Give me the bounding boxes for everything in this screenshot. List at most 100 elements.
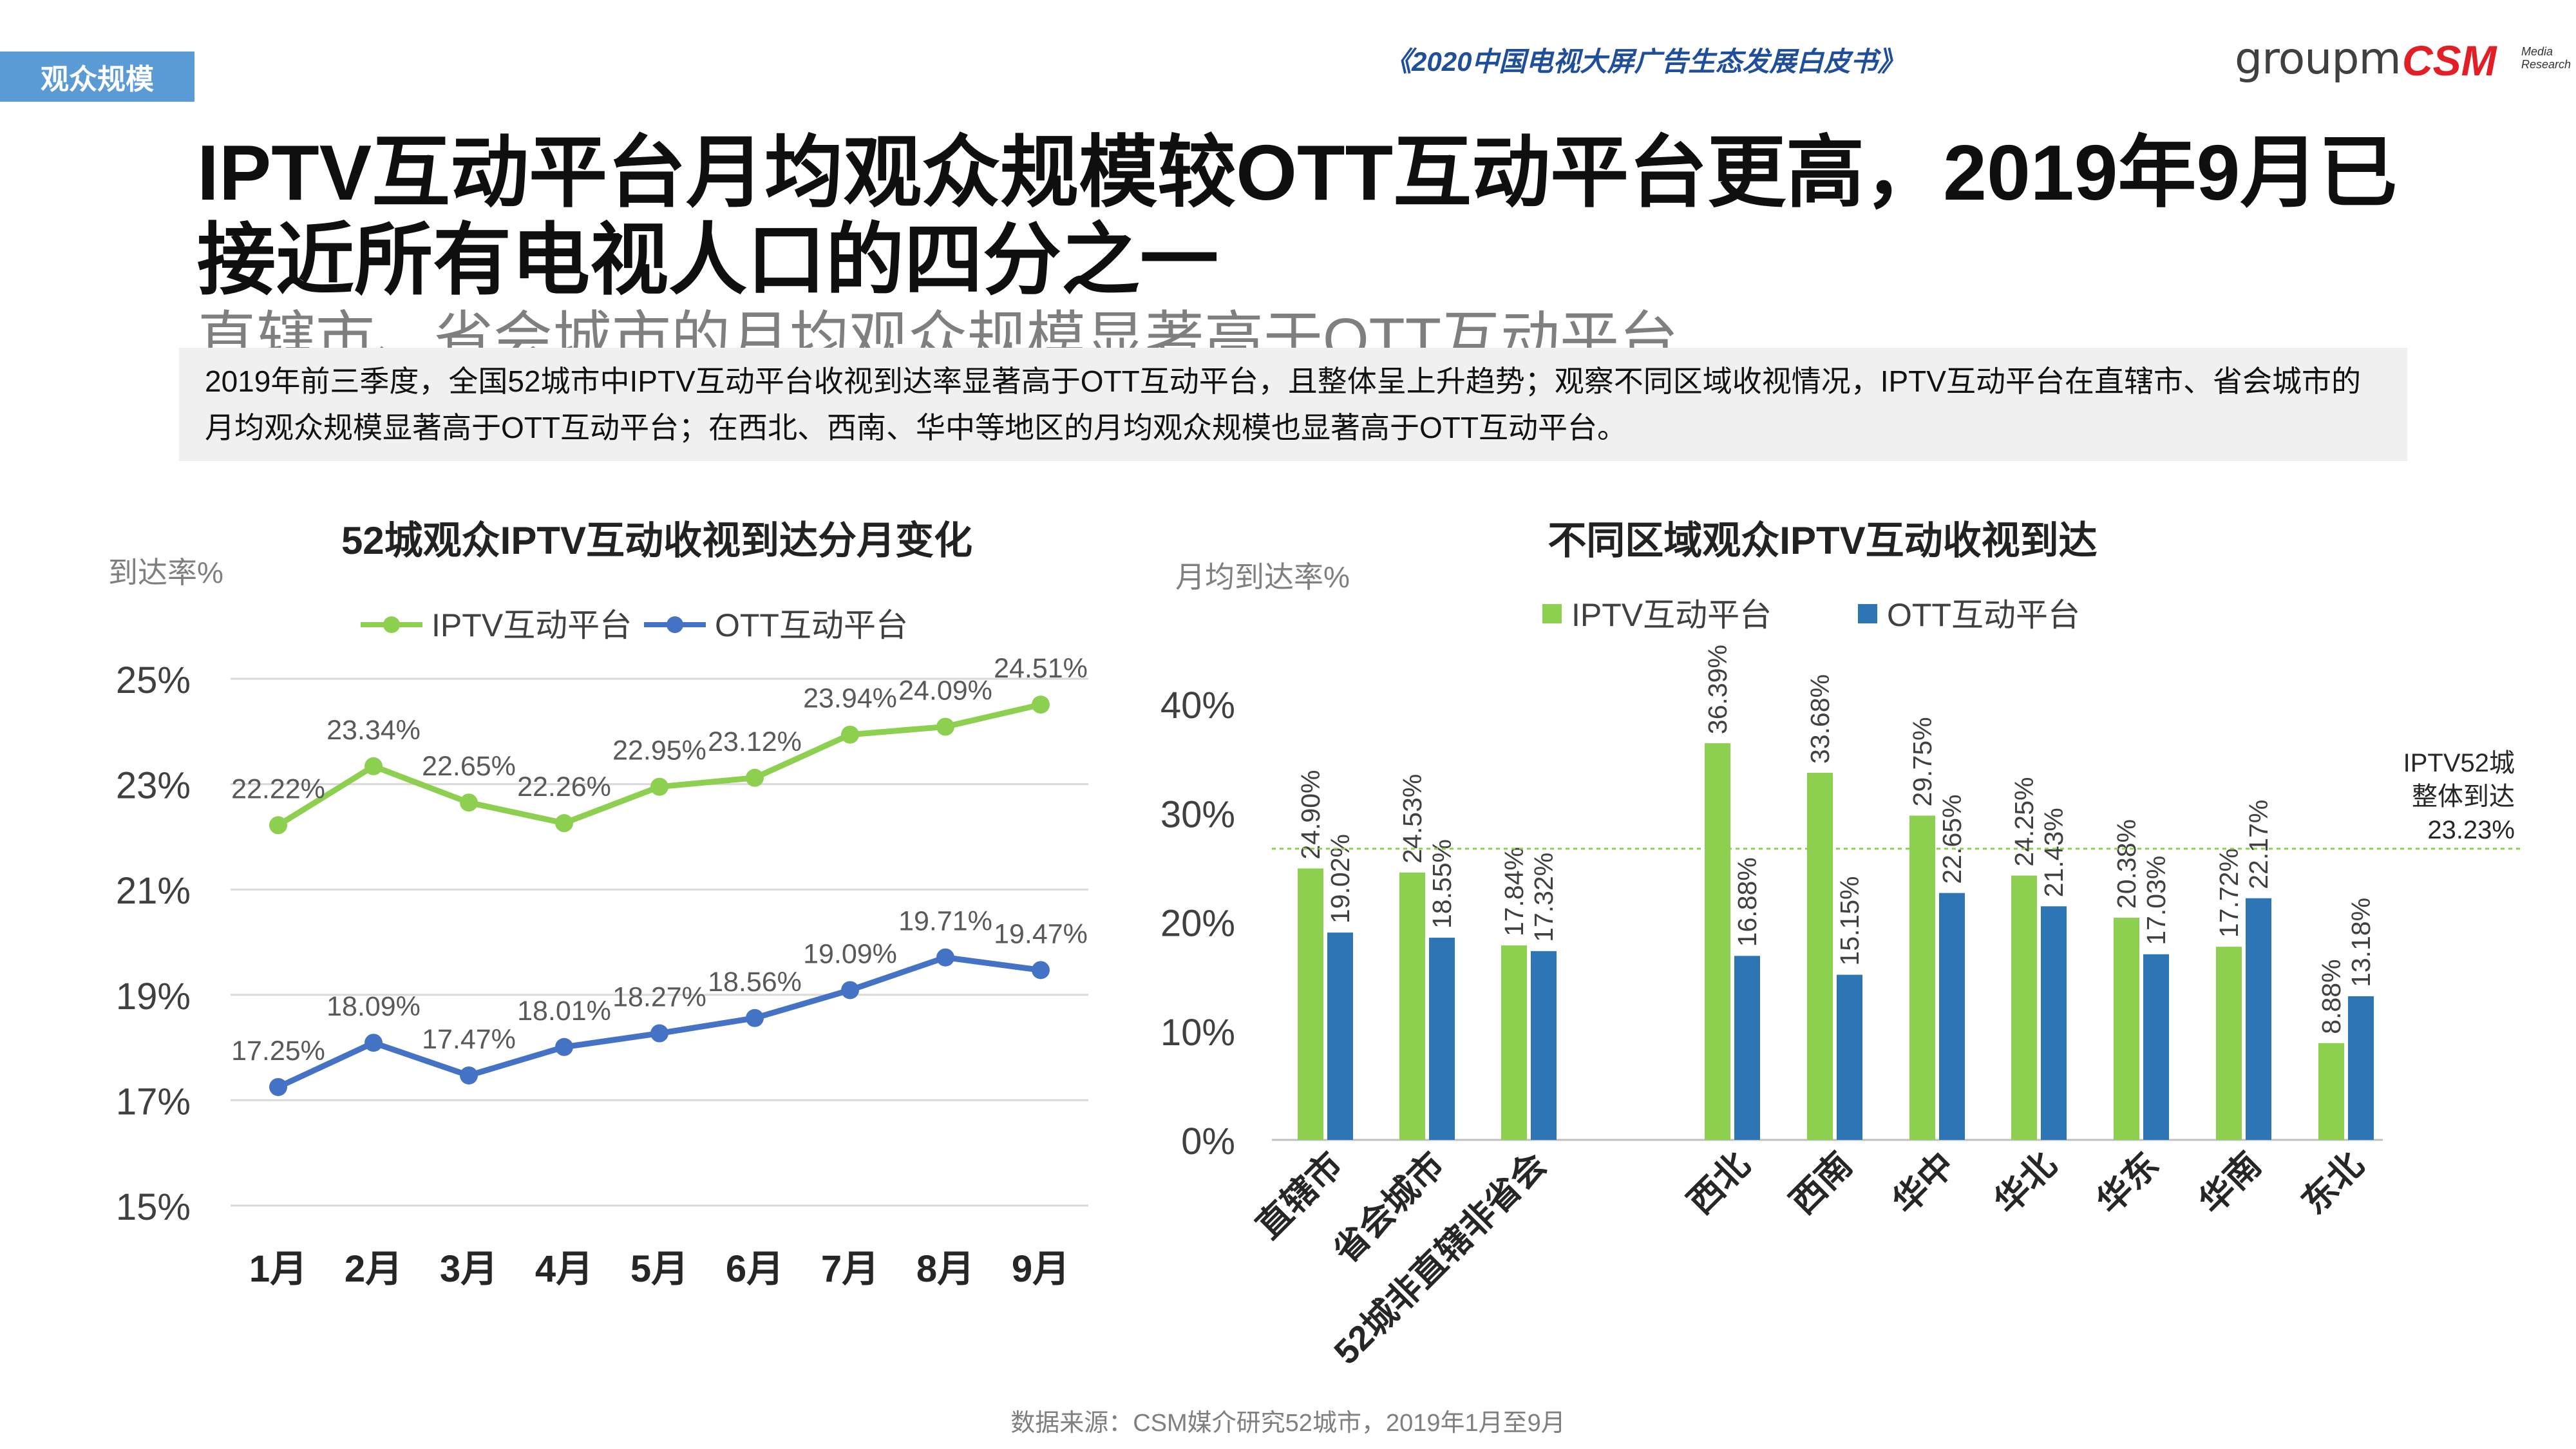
bar-chart-x-tick-label: 西南 bbox=[1783, 1145, 1860, 1222]
bar-ott bbox=[1837, 974, 1862, 1140]
line-data-label: 19.47% bbox=[994, 918, 1088, 949]
reference-line-label: 整体到达 bbox=[2412, 782, 2515, 811]
bar-iptv bbox=[1501, 945, 1527, 1140]
bar-data-label: 17.72% bbox=[2214, 848, 2244, 938]
bar-chart-y-tick-label: 20% bbox=[1160, 903, 1235, 945]
bar-chart-x-tick-label: 华南 bbox=[2192, 1145, 2269, 1222]
line-point-iptv bbox=[746, 768, 764, 787]
bar-data-label: 22.17% bbox=[2244, 800, 2273, 889]
bar-chart-legend-swatch bbox=[1542, 604, 1562, 623]
summary-box: 2019年前三季度，全国52城市中IPTV互动平台收视到达率显著高于OTT互动平… bbox=[179, 348, 2407, 461]
bar-ott bbox=[1327, 933, 1353, 1140]
bar-ott bbox=[2348, 996, 2374, 1140]
bar-data-label: 13.18% bbox=[2346, 898, 2376, 987]
line-point-ott bbox=[936, 948, 954, 967]
bar-iptv bbox=[2318, 1043, 2344, 1140]
line-chart-x-tick-label: 8月 bbox=[916, 1248, 974, 1290]
bar-chart-x-tick-label: 华北 bbox=[1987, 1145, 2064, 1222]
line-data-label: 18.56% bbox=[708, 967, 802, 998]
bar-iptv bbox=[1807, 772, 1833, 1140]
bar-data-label: 22.65% bbox=[1937, 795, 1967, 884]
bar-chart-y-tick-label: 40% bbox=[1160, 685, 1235, 726]
bar-ott bbox=[2143, 954, 2169, 1140]
line-data-label: 18.27% bbox=[612, 982, 706, 1013]
line-point-ott bbox=[460, 1066, 478, 1084]
bar-chart-x-tick-label: 西北 bbox=[1681, 1145, 1757, 1222]
bar-iptv bbox=[2011, 875, 2037, 1140]
bar-chart-y-tick-label: 0% bbox=[1181, 1121, 1235, 1162]
bar-data-label: 17.32% bbox=[1529, 853, 1558, 942]
bar-chart-y-axis-label: 月均到达率% bbox=[1175, 560, 1350, 594]
bar-ott bbox=[2041, 906, 2067, 1140]
line-point-iptv bbox=[650, 777, 668, 796]
bar-data-label: 16.88% bbox=[1732, 857, 1762, 947]
line-chart-y-tick-label: 15% bbox=[116, 1186, 191, 1228]
line-point-ott bbox=[841, 981, 859, 999]
line-chart-legend-marker bbox=[383, 616, 400, 633]
bar-data-label: 29.75% bbox=[1908, 717, 1937, 806]
bar-chart-legend-swatch bbox=[1858, 604, 1877, 623]
bar-ott bbox=[2246, 898, 2271, 1140]
line-point-ott bbox=[269, 1077, 287, 1096]
line-data-label: 19.71% bbox=[898, 906, 992, 937]
line-point-iptv bbox=[936, 717, 954, 736]
bar-iptv bbox=[1705, 743, 1730, 1140]
line-chart-x-tick-label: 4月 bbox=[535, 1248, 593, 1290]
bar-data-label: 24.25% bbox=[2009, 777, 2039, 867]
line-series-ott bbox=[277, 954, 1041, 1090]
bar-data-label: 15.15% bbox=[1835, 876, 1864, 966]
line-data-label: 23.34% bbox=[327, 715, 421, 746]
line-chart-y-tick-label: 21% bbox=[116, 870, 191, 912]
line-data-label: 17.25% bbox=[231, 1036, 325, 1066]
bar-ott bbox=[1429, 938, 1455, 1140]
line-data-label: 18.09% bbox=[327, 991, 421, 1022]
bar-iptv bbox=[2216, 947, 2242, 1140]
bar-chart-x-tick-label: 华东 bbox=[2090, 1145, 2166, 1222]
line-data-label: 18.01% bbox=[517, 996, 611, 1027]
line-chart-x-tick-label: 9月 bbox=[1012, 1248, 1070, 1290]
bar-chart-legend-label: IPTV互动平台 bbox=[1571, 597, 1772, 633]
line-chart-legend-label: OTT互动平台 bbox=[715, 607, 908, 643]
line-chart-title: 52城观众IPTV互动收视到达分月变化 bbox=[341, 519, 972, 562]
page-headline: IPTV互动平台月均观众规模较OTT互动平台更高，2019年9月已接近所有电视人… bbox=[197, 129, 2398, 304]
report-title: 《2020中国电视大屏广告生态发展白皮书》 bbox=[1385, 46, 1905, 77]
bar-data-label: 24.53% bbox=[1397, 774, 1427, 864]
bar-data-label: 24.90% bbox=[1296, 770, 1325, 860]
line-data-label: 24.09% bbox=[898, 675, 992, 706]
data-source-note: 数据来源：CSM媒介研究52城市，2019年1月至9月 bbox=[1010, 1410, 1566, 1437]
bar-iptv bbox=[2114, 918, 2139, 1140]
line-chart-y-tick-label: 25% bbox=[116, 659, 191, 701]
line-point-iptv bbox=[555, 814, 573, 833]
line-point-ott bbox=[1032, 961, 1050, 980]
line-chart-x-tick-label: 7月 bbox=[821, 1248, 879, 1290]
line-point-iptv bbox=[365, 757, 383, 775]
csm-logo-subtext: Media Research bbox=[2521, 45, 2571, 71]
line-chart-x-tick-label: 6月 bbox=[726, 1248, 784, 1290]
section-tag: 观众规模 bbox=[0, 52, 194, 102]
bar-ott bbox=[1531, 951, 1557, 1140]
bar-iptv bbox=[1399, 872, 1425, 1140]
line-data-label: 23.94% bbox=[803, 683, 897, 714]
bar-ott bbox=[1939, 893, 1965, 1140]
line-chart-x-tick-label: 3月 bbox=[440, 1248, 498, 1290]
line-chart-x-tick-label: 5月 bbox=[630, 1248, 688, 1290]
line-chart-y-tick-label: 23% bbox=[116, 765, 191, 807]
bar-iptv bbox=[1298, 868, 1323, 1140]
line-point-iptv bbox=[841, 725, 859, 744]
bar-data-label: 21.43% bbox=[2039, 808, 2069, 897]
line-point-iptv bbox=[460, 793, 478, 812]
line-point-ott bbox=[746, 1009, 764, 1027]
bar-ott bbox=[1734, 956, 1760, 1140]
bar-data-label: 33.68% bbox=[1805, 674, 1835, 764]
line-chart-y-tick-label: 19% bbox=[116, 976, 191, 1018]
bar-data-label: 19.02% bbox=[1325, 834, 1355, 923]
bar-data-label: 17.84% bbox=[1499, 847, 1529, 936]
line-data-label: 23.12% bbox=[708, 726, 802, 757]
line-point-ott bbox=[555, 1037, 573, 1056]
bar-iptv bbox=[1909, 815, 1935, 1140]
bar-data-label: 8.88% bbox=[2316, 959, 2346, 1034]
line-chart-y-tick-label: 17% bbox=[116, 1081, 191, 1122]
line-point-iptv bbox=[1032, 696, 1050, 714]
line-data-label: 22.22% bbox=[231, 773, 325, 804]
line-chart-legend-marker bbox=[667, 616, 683, 633]
